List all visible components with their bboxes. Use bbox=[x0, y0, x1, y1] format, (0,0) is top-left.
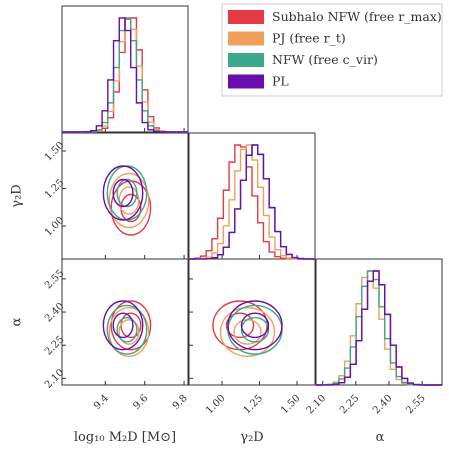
contour-1-0-series-2-level-0 bbox=[116, 178, 138, 208]
x-tick-label: 2.55 bbox=[404, 393, 428, 417]
x-tick-label: 2.25 bbox=[338, 393, 362, 417]
legend: Subhalo NFW (free r_max) PJ (free r_t) NFW… bbox=[221, 3, 443, 97]
legend-swatch bbox=[228, 74, 264, 89]
contour-2-1-series-3-level-0 bbox=[240, 312, 270, 339]
x-tick-label: 1.00 bbox=[204, 393, 228, 417]
histogram-2-series-2 bbox=[315, 270, 443, 386]
contour-2-1-series-2-level-0 bbox=[240, 316, 270, 343]
histogram-1-series-3 bbox=[188, 144, 316, 260]
x-tick-label: 9.8 bbox=[171, 393, 190, 412]
y-axis-label: α bbox=[10, 317, 25, 326]
legend-swatch bbox=[228, 53, 264, 67]
histogram-1-series-2 bbox=[188, 144, 316, 260]
y-tick-label: 1.25 bbox=[43, 177, 67, 201]
legend-swatch bbox=[228, 31, 264, 46]
y-tick-label: 1.00 bbox=[43, 215, 67, 239]
x-tick-label: 2.10 bbox=[305, 393, 329, 417]
y-tick-label: 2.25 bbox=[43, 334, 67, 358]
x-tick-label: 1.25 bbox=[242, 393, 266, 417]
y-tick-label: 2.55 bbox=[43, 268, 67, 292]
histogram-0-series-1 bbox=[62, 17, 189, 133]
histogram-1-series-0 bbox=[188, 144, 316, 260]
contour-2-0-series-1-level-1 bbox=[108, 306, 150, 357]
histogram-2-series-3 bbox=[315, 270, 443, 386]
x-tick-label: 1.50 bbox=[279, 393, 303, 417]
histogram-0-series-3 bbox=[62, 17, 188, 133]
y-tick-label: 2.40 bbox=[43, 301, 67, 325]
contour-2-1-series-1-level-1 bbox=[219, 306, 276, 357]
legend-label: PJ (free r_t) bbox=[272, 31, 346, 46]
panel-frame-2-1 bbox=[188, 258, 316, 386]
x-axis-label: log₁₀ M₂D [M⊙] bbox=[74, 430, 176, 445]
contour-2-0-series-1-level-0 bbox=[118, 319, 140, 345]
contour-2-0-series-0-level-1 bbox=[110, 300, 152, 351]
contour-1-0-series-3-level-0 bbox=[112, 178, 134, 208]
contour-2-0-series-3-level-0 bbox=[112, 312, 134, 339]
contour-2-0-series-2-level-0 bbox=[116, 316, 138, 343]
panel-frame-1-0 bbox=[61, 132, 189, 260]
contour-2-0-series-2-level-1 bbox=[106, 304, 148, 355]
legend-label: NFW (free c_vir) bbox=[272, 52, 378, 67]
panel-frame-2-2 bbox=[315, 258, 443, 386]
contour-1-0-series-3-level-1 bbox=[102, 165, 144, 221]
x-axis-label: γ₂D bbox=[240, 430, 263, 445]
histogram-1-series-1 bbox=[188, 144, 316, 260]
contour-2-1-series-0-level-0 bbox=[225, 312, 255, 339]
y-tick-label: 1.50 bbox=[43, 140, 67, 164]
contour-1-0-series-1-level-1 bbox=[108, 172, 150, 229]
y-axis-label: γ₂D bbox=[10, 184, 25, 207]
y-tick-label: 2.10 bbox=[43, 367, 67, 391]
legend-label: Subhalo NFW (free r_max) bbox=[272, 9, 442, 24]
x-tick-label: 9.6 bbox=[131, 393, 150, 412]
contour-2-1-series-3-level-1 bbox=[227, 300, 283, 351]
x-tick-label: 2.40 bbox=[371, 393, 395, 417]
contour-2-0-series-3-level-1 bbox=[102, 300, 144, 351]
legend-label: PL bbox=[272, 74, 289, 89]
x-tick-label: 9.4 bbox=[92, 393, 111, 412]
panel-frame-2-0 bbox=[61, 258, 189, 386]
panel-frame-0-0 bbox=[61, 5, 189, 133]
x-axis-label: α bbox=[376, 430, 385, 445]
legend-swatch bbox=[228, 10, 264, 24]
